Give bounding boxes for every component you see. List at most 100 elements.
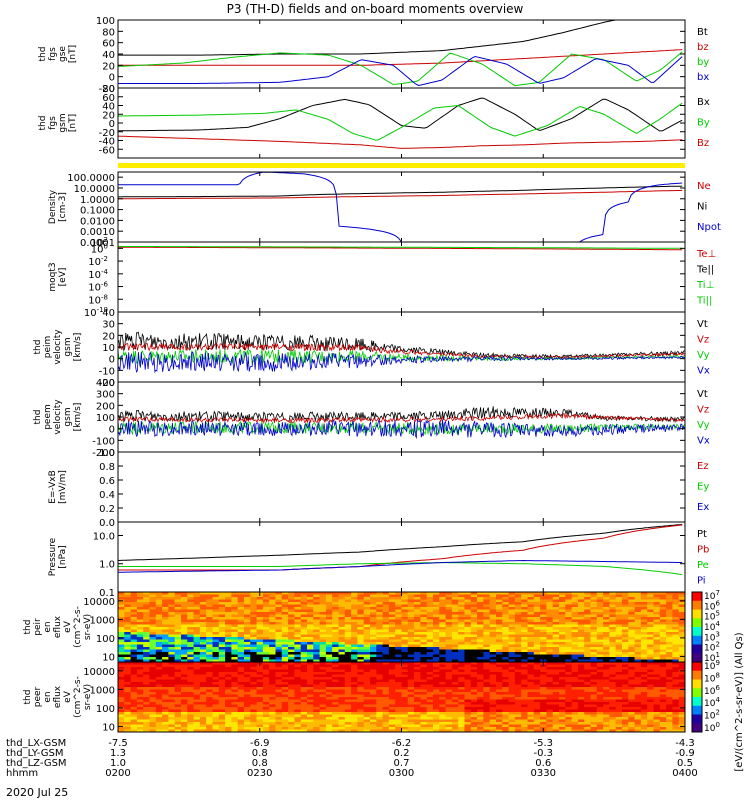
spectrogram-cell xyxy=(332,639,340,643)
spectrogram-cell xyxy=(496,604,503,608)
spectrogram-cell xyxy=(559,677,566,681)
spectrogram-cell xyxy=(174,639,182,643)
spectrogram-cell xyxy=(288,599,295,603)
spectrogram-cell xyxy=(420,607,428,611)
spectrogram-cell xyxy=(212,662,220,666)
spectrogram-cell xyxy=(338,697,346,701)
spectrogram-cell xyxy=(489,692,497,696)
spectrogram-cell xyxy=(256,702,264,706)
spectrogram-cell xyxy=(584,639,592,643)
spectrogram-cell xyxy=(527,702,535,706)
spectrogram-cell xyxy=(124,714,132,718)
spectrogram-cell xyxy=(376,712,384,716)
spectrogram-cell xyxy=(533,619,541,623)
spectrogram-cell xyxy=(143,634,151,638)
spectrogram-cell xyxy=(168,704,176,708)
spectrogram-cell xyxy=(395,722,403,726)
spectrogram-cell xyxy=(672,652,680,656)
spectrogram-cell xyxy=(439,592,447,596)
series-line-bx xyxy=(118,55,683,87)
spectrogram-cell xyxy=(407,612,415,616)
spectrogram-cell xyxy=(659,592,667,596)
spectrogram-cell xyxy=(451,692,459,696)
spectrogram-cell xyxy=(351,709,358,713)
spectrogram-cell xyxy=(319,619,327,623)
spectrogram-cell xyxy=(269,702,277,706)
spectrogram-cell xyxy=(458,612,466,616)
spectrogram-cell xyxy=(496,657,503,661)
spectrogram-cell xyxy=(363,699,371,703)
spectrogram-cell xyxy=(332,672,340,676)
spectrogram-cell xyxy=(464,609,472,613)
spectrogram-cell xyxy=(414,682,421,686)
spectrogram-cell xyxy=(407,669,415,673)
spectrogram-cell xyxy=(281,702,289,706)
spectrogram-cell xyxy=(300,699,308,703)
spectrogram-cell xyxy=(181,709,188,713)
spectrogram-cell xyxy=(502,639,510,643)
legend-entry: Te⊥ xyxy=(696,249,716,260)
spectrogram-cell xyxy=(382,629,390,633)
spectrogram-cell xyxy=(426,594,434,598)
spectrogram-cell xyxy=(388,702,396,706)
spectrogram-cell xyxy=(426,627,434,631)
spectrogram-cell xyxy=(344,674,352,678)
spectrogram-cell xyxy=(420,632,428,636)
spectrogram-cell xyxy=(603,592,610,596)
spectrogram-cell xyxy=(508,629,516,633)
spectrogram-cell xyxy=(527,609,535,613)
spectrogram-cell xyxy=(199,677,207,681)
spectrogram-cell xyxy=(199,629,207,633)
spectrogram-cell xyxy=(118,622,125,626)
spectrogram-cell xyxy=(458,594,466,598)
spectrogram-cell xyxy=(357,622,365,626)
spectrogram-cell xyxy=(552,667,560,671)
spectrogram-cell xyxy=(470,624,478,628)
spectrogram-cell xyxy=(351,717,358,721)
spectrogram-cell xyxy=(653,654,661,658)
spectrogram-cell xyxy=(527,692,535,696)
spectrogram-cell xyxy=(307,617,314,621)
spectrogram-cell xyxy=(155,629,163,633)
spectrogram-cell xyxy=(124,607,132,611)
spectrogram-cell xyxy=(363,674,371,678)
spectrogram-cell xyxy=(237,719,245,723)
spectrogram-cell xyxy=(571,609,579,613)
spectrogram-cell xyxy=(143,714,151,718)
spectrogram-cell xyxy=(451,709,459,713)
spectrogram-cell xyxy=(319,707,327,711)
spectrogram-cell xyxy=(269,692,277,696)
spectrogram-cell xyxy=(414,702,421,706)
spectrogram-cell xyxy=(388,662,396,666)
spectrogram-cell xyxy=(477,722,484,726)
spectrogram-cell xyxy=(395,629,403,633)
spectrogram-cell xyxy=(433,697,440,701)
spectrogram-cell xyxy=(325,617,333,621)
spectrogram-cell xyxy=(187,707,195,711)
spectrogram-cell xyxy=(174,607,182,611)
spectrogram-cell xyxy=(244,602,251,606)
spectrogram-cell xyxy=(363,727,371,731)
spectrogram-cell xyxy=(464,639,472,643)
spectrogram-cell xyxy=(225,672,232,676)
spectrogram-cell xyxy=(250,619,258,623)
spectrogram-cell xyxy=(433,614,440,618)
spectrogram-cell xyxy=(357,714,365,718)
spectrogram-cell xyxy=(143,599,151,603)
spectrogram-cell xyxy=(357,682,365,686)
spectrogram-cell xyxy=(458,699,466,703)
spectrogram-cell xyxy=(307,702,314,706)
spectrogram-cell xyxy=(149,719,157,723)
spectrogram-cell xyxy=(181,594,188,598)
spectrogram-cell xyxy=(181,644,188,648)
spectrogram-cell xyxy=(401,724,409,728)
spectrogram-cell xyxy=(124,602,132,606)
spectrogram-cell xyxy=(470,674,478,678)
spectrogram-cell xyxy=(143,654,151,658)
spectrogram-cell xyxy=(533,657,541,661)
spectrogram-cell xyxy=(187,597,195,601)
spectrogram-cell xyxy=(288,667,295,671)
spectrogram-cell xyxy=(426,617,434,621)
spectrogram-cell xyxy=(565,632,573,636)
